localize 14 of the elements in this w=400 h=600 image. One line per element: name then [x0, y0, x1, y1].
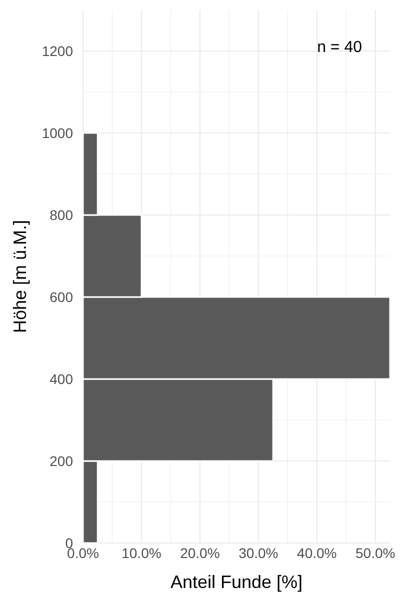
x-tick-label: 20.0%	[180, 545, 220, 561]
y-tick-label: 200	[50, 452, 74, 469]
x-tick-label: 10.0%	[122, 545, 162, 561]
x-tick-label: 30.0%	[238, 545, 278, 561]
y-tick-label: 400	[50, 370, 74, 387]
annotation: n = 40	[317, 39, 362, 56]
y-tick-label: 600	[50, 288, 74, 305]
y-tick-label: 1200	[42, 42, 74, 59]
x-tick-label: 40.0%	[297, 545, 337, 561]
y-tick-label: 1000	[42, 124, 74, 141]
x-tick-label: 50.0%	[356, 545, 396, 561]
y-tick-label: 800	[50, 206, 74, 223]
x-axis-title: Anteil Funde [%]	[170, 572, 303, 592]
y-axis-title: Höhe [m ü.M.]	[10, 220, 30, 334]
